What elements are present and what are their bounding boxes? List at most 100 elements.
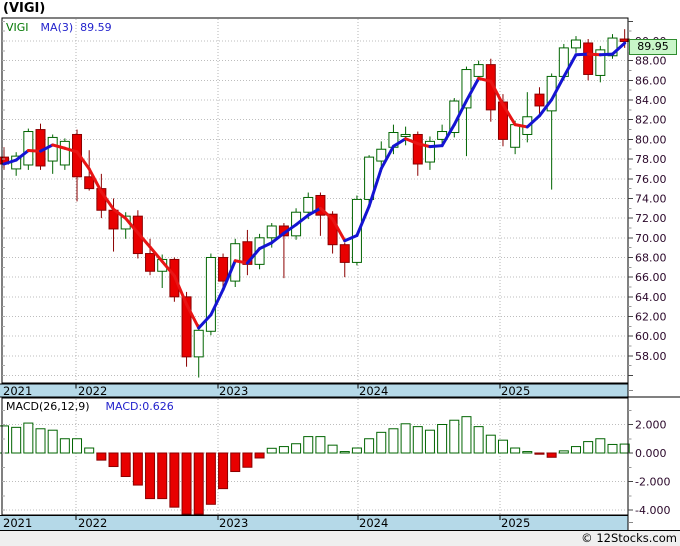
candle-up <box>570 39 581 49</box>
year-label: 2024 <box>359 384 388 398</box>
candle-up <box>193 329 204 358</box>
year-label: 2024 <box>359 516 388 530</box>
macd-bar-positive <box>351 447 362 454</box>
price-axis-label: 88.00 <box>635 55 667 68</box>
macd-bar-negative <box>120 452 131 478</box>
macd-bar-negative <box>218 452 229 490</box>
price-panel-legend: VIGI MA(3) 89.59 <box>6 21 112 34</box>
ma-legend: MA(3) 89.59 <box>41 21 112 34</box>
candle-up <box>47 136 58 162</box>
year-label: 2025 <box>501 516 530 530</box>
candle-down <box>181 296 192 358</box>
macd-bar-positive <box>23 422 34 454</box>
price-axis-label: 66.00 <box>635 271 667 284</box>
ma-label: MA(3) <box>40 21 74 34</box>
macd-bar-positive <box>570 446 581 454</box>
macd-bar-positive <box>485 434 496 454</box>
macd-bar-negative <box>96 452 107 461</box>
price-axis-label: 84.00 <box>635 94 667 107</box>
ma-line <box>2 41 627 330</box>
time-axis: 2021 2021 2022 2022 2023 2023 2024 2024 2025 2025 <box>3 384 633 530</box>
candle-up <box>59 140 70 166</box>
macd-bar-negative <box>205 452 216 505</box>
watermark: © 12Stocks.com <box>581 531 677 545</box>
price-axis-label: 74.00 <box>635 192 667 205</box>
chart-title: (VIGI) <box>3 1 46 16</box>
macd-bar-positive <box>291 443 302 454</box>
macd-value-label: MACD:0.626 <box>105 400 174 413</box>
macd-bar-positive <box>437 424 448 454</box>
macd-bar-positive <box>303 436 314 454</box>
macd-bar-positive <box>449 419 460 454</box>
macd-bar-positive <box>72 438 83 454</box>
candle-up <box>205 256 216 332</box>
macd-bar-negative <box>254 452 265 459</box>
macd-bar-positive <box>424 429 435 454</box>
macd-bar-negative <box>242 452 253 468</box>
macd-axis: 2.000 0.000 -2.000 -4.000 <box>2 409 670 517</box>
price-axis-label: 70.00 <box>635 232 667 245</box>
candle-up <box>595 49 606 76</box>
macd-bar-positive <box>364 438 375 454</box>
macd-bar-positive <box>315 436 326 454</box>
year-label: 2021 <box>3 384 32 398</box>
macd-bar-positive <box>59 438 70 454</box>
candle-up <box>473 64 484 77</box>
price-axis-label: 80.00 <box>635 133 667 146</box>
macd-bar-positive <box>11 426 22 454</box>
macd-bar-negative <box>193 452 204 515</box>
macd-axis-label: 2.000 <box>635 419 667 432</box>
candle-down <box>35 129 46 167</box>
macd-bar-positive <box>558 450 569 454</box>
macd-bar-negative <box>181 452 192 515</box>
macd-bar-positive <box>35 428 46 454</box>
macd-bar-positive <box>47 429 58 454</box>
macd-bar-positive <box>0 425 9 454</box>
candle-up <box>266 225 277 239</box>
price-axis-label: 78.00 <box>635 153 667 166</box>
macd-bar-negative <box>230 452 241 473</box>
macd-bar-positive <box>388 428 399 454</box>
macd-bar-positive <box>522 451 533 454</box>
candle-up <box>607 37 618 57</box>
price-axis-label: 62.00 <box>635 311 667 324</box>
candle-down <box>84 176 95 190</box>
candle-up <box>510 124 521 148</box>
macd-bar-negative <box>169 452 180 508</box>
macd-bar-positive <box>266 447 277 454</box>
price-axis-label: 58.00 <box>635 350 667 363</box>
price-axis-label: 72.00 <box>635 212 667 225</box>
macd-bar-positive <box>84 447 95 454</box>
macd-bar-positive <box>376 431 387 454</box>
macd-bar-negative <box>132 452 143 486</box>
macd-bar-positive <box>327 444 338 454</box>
candle-down <box>534 93 545 107</box>
macd-bar-positive <box>619 443 630 454</box>
panel-backgrounds <box>0 18 680 546</box>
price-axis-label: 86.00 <box>635 74 667 87</box>
candle-up <box>364 156 375 200</box>
macd-bar-positive <box>473 426 484 454</box>
candle-up <box>376 148 387 162</box>
macd-bar-positive <box>461 416 472 454</box>
macd-bar-positive <box>339 451 350 454</box>
candle-up <box>254 237 265 265</box>
candle-down <box>583 42 594 75</box>
macd-params-label: MACD(26,12,9) <box>6 400 90 413</box>
macd-bar-positive <box>607 443 618 454</box>
candle-down <box>315 194 326 216</box>
candle-down <box>218 256 229 282</box>
year-label: 2025 <box>501 384 530 398</box>
macd-histogram <box>0 416 630 515</box>
macd-bar-negative <box>534 452 545 455</box>
macd-bar-negative <box>157 452 168 500</box>
ma-value: 89.59 <box>80 21 112 34</box>
last-price-badge: 89.95 <box>629 39 677 55</box>
symbol-label: VIGI <box>6 21 29 34</box>
macd-bar-positive <box>497 439 508 454</box>
macd-bar-negative <box>145 452 156 500</box>
candle-up <box>351 198 362 263</box>
macd-bar-positive <box>412 426 423 454</box>
macd-bar-positive <box>583 441 594 454</box>
